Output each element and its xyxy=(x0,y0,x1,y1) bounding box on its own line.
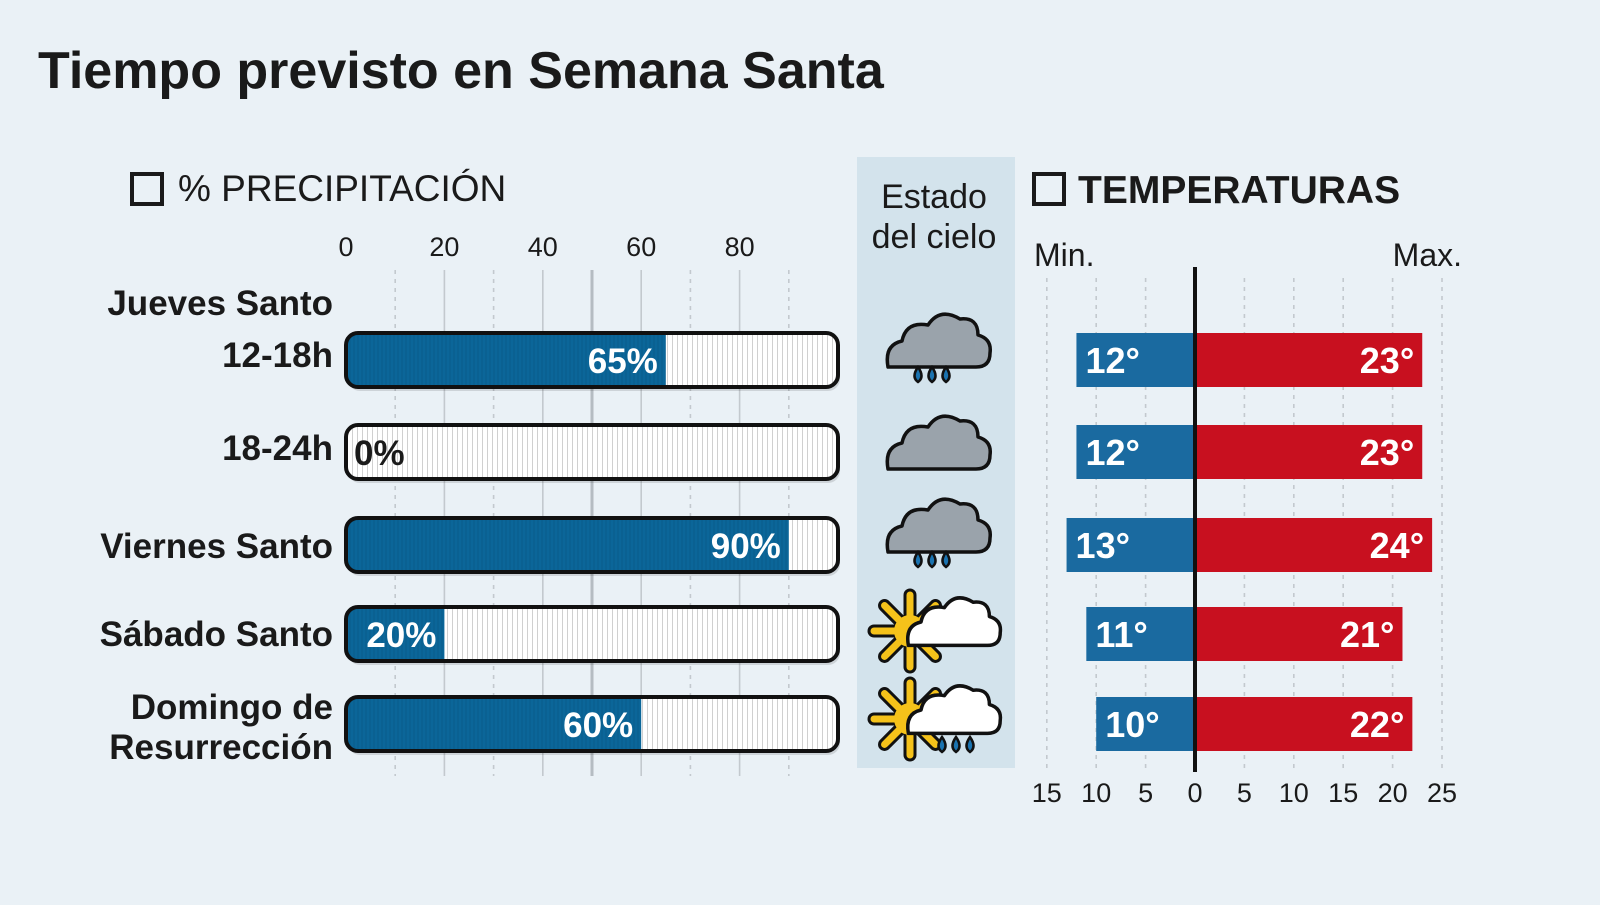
row-label-day: Sábado Santo xyxy=(100,615,333,654)
precip-tick-label: 20 xyxy=(429,232,459,262)
precip-chart: 0 20 40 60 80 65% 0% 90% 20% 60% Jueves Santo 12-18… xyxy=(100,232,840,776)
precip-tick-label: 40 xyxy=(528,232,558,262)
max-label: Max. xyxy=(1393,237,1462,273)
temp-tick-label: 10 xyxy=(1279,778,1309,808)
rain-drop xyxy=(913,549,923,569)
max-temp-label: 24° xyxy=(1370,525,1424,566)
temp-tick-label: 0 xyxy=(1187,778,1202,808)
min-temp-bar xyxy=(1096,697,1195,751)
min-label: Min. xyxy=(1034,237,1094,273)
rain-drop xyxy=(937,734,947,754)
sky-title-line-1: Estado xyxy=(881,178,987,216)
temp-tick-label: 25 xyxy=(1427,778,1457,808)
row-label-day: Domingo de xyxy=(131,688,333,727)
min-temp-bar xyxy=(1076,425,1195,479)
temp-tick-label: 5 xyxy=(1237,778,1252,808)
precip-bar xyxy=(346,697,642,751)
max-temp-bar xyxy=(1195,607,1403,661)
cloud-shape xyxy=(885,497,992,554)
rain-drop xyxy=(913,364,923,384)
row-label-day: Jueves Santo xyxy=(107,284,333,323)
precip-tick-label: 80 xyxy=(725,232,755,262)
rain-drop xyxy=(941,549,951,569)
temp-legend-square xyxy=(1032,172,1066,206)
precip-bar-border xyxy=(344,605,840,663)
precip-tick-label: 60 xyxy=(626,232,656,262)
temp-tick-label: 15 xyxy=(1328,778,1358,808)
sun-cloud-rain-icon xyxy=(867,676,1003,762)
max-temp-label: 21° xyxy=(1340,614,1394,655)
min-temp-label: 12° xyxy=(1085,340,1139,381)
cloud-icon xyxy=(885,414,992,471)
min-temp-bar xyxy=(1076,333,1195,387)
temp-tick-label: 5 xyxy=(1138,778,1153,808)
precip-tick-label: 0 xyxy=(338,232,353,262)
min-temp-label: 13° xyxy=(1076,525,1130,566)
rain-drop xyxy=(941,364,951,384)
cloud-rain-icon xyxy=(885,312,992,384)
cloud-shape xyxy=(885,414,992,471)
row-label-day: Resurrección xyxy=(109,728,333,767)
max-temp-bar xyxy=(1195,333,1423,387)
rain-drop xyxy=(965,734,975,754)
cloud-shape xyxy=(906,684,1003,736)
min-temp-bar xyxy=(1086,607,1195,661)
max-temp-bar xyxy=(1195,697,1413,751)
precip-bar-track xyxy=(346,425,838,479)
precip-bar xyxy=(346,607,445,661)
temp-tick-label: 15 xyxy=(1032,778,1062,808)
precip-value-label: 20% xyxy=(366,616,436,655)
min-temp-bar xyxy=(1066,518,1195,572)
temp-tick-label: 20 xyxy=(1378,778,1408,808)
min-temp-label: 11° xyxy=(1095,614,1147,655)
rain-drop xyxy=(927,364,937,384)
max-temp-bar xyxy=(1195,518,1433,572)
rain-drop xyxy=(927,549,937,569)
precip-title: % PRECIPITACIÓN xyxy=(178,168,506,209)
max-temp-bar xyxy=(1195,425,1423,479)
precip-bar xyxy=(346,333,666,387)
precip-value-label: 0% xyxy=(354,434,405,473)
min-temp-label: 10° xyxy=(1105,704,1159,745)
precip-value-label: 60% xyxy=(563,706,633,745)
rain-drop xyxy=(951,734,961,754)
max-temp-label: 22° xyxy=(1350,704,1404,745)
page-title: Tiempo previsto en Semana Santa xyxy=(38,42,885,100)
sun-cloud-icon xyxy=(867,588,1003,674)
row-label-day: Viernes Santo xyxy=(100,527,333,566)
precip-bar-border xyxy=(344,695,840,753)
row-label-period: 18-24h xyxy=(222,429,333,468)
cloud-shape xyxy=(906,596,1003,648)
precip-bar-border xyxy=(344,423,840,481)
temp-chart: 15 10 5 0 5 10 15 20 25 12° 23° 12° 23° 13° 24° 11° 21° 1… xyxy=(1032,267,1457,808)
sky-title-line-2: del cielo xyxy=(872,218,997,256)
precip-value-label: 65% xyxy=(588,342,658,381)
precip-bar-border xyxy=(344,331,840,389)
min-temp-label: 12° xyxy=(1085,432,1139,473)
cloud-rain-icon xyxy=(885,497,992,569)
temp-title: TEMPERATURAS xyxy=(1078,169,1400,212)
max-temp-label: 23° xyxy=(1360,340,1414,381)
max-temp-label: 23° xyxy=(1360,432,1414,473)
precip-bar xyxy=(346,518,789,572)
precip-bar-border xyxy=(344,516,840,574)
cloud-shape xyxy=(885,312,992,369)
precip-value-label: 90% xyxy=(711,527,781,566)
temp-tick-label: 10 xyxy=(1081,778,1111,808)
row-label-period: 12-18h xyxy=(222,336,333,375)
sky-icons xyxy=(867,312,1003,762)
precip-legend-square xyxy=(130,172,164,206)
